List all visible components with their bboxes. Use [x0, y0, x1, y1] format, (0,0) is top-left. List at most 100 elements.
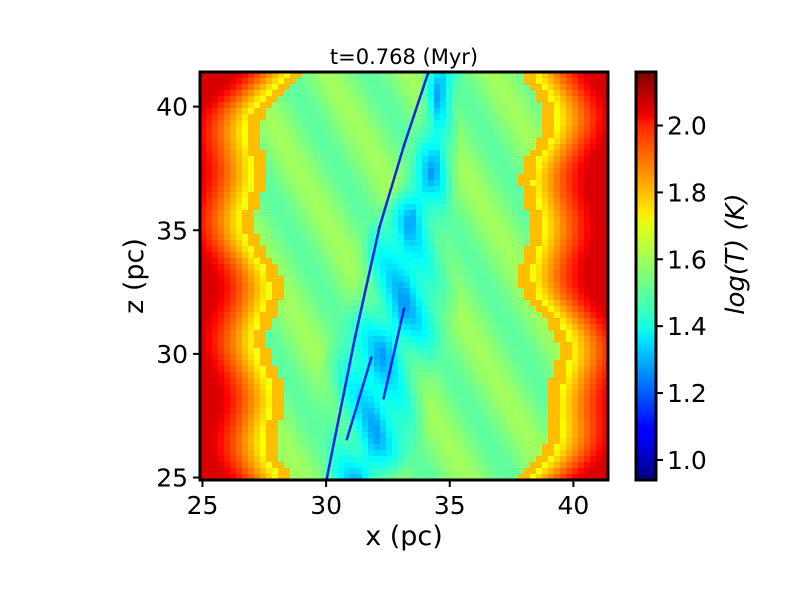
heatmap-cell — [224, 396, 231, 403]
heatmap-cell — [326, 420, 333, 427]
heatmap-cell — [410, 258, 417, 265]
heatmap-cell — [344, 150, 351, 157]
heatmap-cell — [260, 198, 267, 205]
heatmap-cell — [410, 234, 417, 241]
heatmap-cell — [524, 150, 531, 157]
heatmap-cell — [200, 234, 207, 241]
heatmap-cell — [416, 450, 423, 457]
heatmap-cell — [524, 156, 531, 163]
heatmap-cell — [422, 468, 429, 475]
heatmap-cell — [368, 252, 375, 259]
heatmap-cell — [260, 450, 267, 457]
heatmap-cell — [380, 174, 387, 181]
heatmap-cell — [548, 378, 555, 385]
heatmap-cell — [296, 456, 303, 463]
heatmap-cell — [272, 378, 279, 385]
heatmap-cell — [416, 210, 423, 217]
heatmap-cell — [434, 192, 441, 199]
x-tick-label: 40 — [557, 491, 589, 520]
heatmap-cell — [212, 336, 219, 343]
heatmap-cell — [428, 474, 435, 480]
heatmap-cell — [500, 276, 507, 283]
heatmap-cell — [524, 300, 531, 307]
heatmap-cell — [524, 438, 531, 445]
heatmap-cell — [572, 252, 579, 259]
heatmap-cell — [572, 408, 579, 415]
heatmap-cell — [446, 282, 453, 289]
heatmap-cell — [572, 390, 579, 397]
heatmap-cell — [512, 90, 519, 97]
heatmap-cell — [224, 288, 231, 295]
heatmap-cell — [584, 150, 591, 157]
heatmap-cell — [506, 432, 513, 439]
heatmap-cell — [434, 90, 441, 97]
heatmap-cell — [356, 192, 363, 199]
heatmap-cell — [446, 426, 453, 433]
heatmap-cell — [554, 294, 561, 301]
heatmap-cell — [482, 72, 489, 79]
heatmap-cell — [482, 366, 489, 373]
heatmap-cell — [386, 342, 393, 349]
heatmap-cell — [380, 192, 387, 199]
heatmap-cell — [332, 246, 339, 253]
heatmap-cell — [344, 144, 351, 151]
heatmap-cell — [302, 420, 309, 427]
heatmap-cell — [308, 456, 315, 463]
heatmap-cell — [380, 426, 387, 433]
heatmap-cell — [524, 432, 531, 439]
heatmap-cell — [302, 234, 309, 241]
heatmap-cell — [596, 216, 603, 223]
heatmap-cell — [452, 270, 459, 277]
heatmap-cell — [446, 270, 453, 277]
heatmap-cell — [380, 222, 387, 229]
heatmap-cell — [512, 276, 519, 283]
heatmap-cell — [212, 264, 219, 271]
heatmap-cell — [422, 390, 429, 397]
heatmap-cell — [488, 282, 495, 289]
heatmap-cell — [290, 276, 297, 283]
heatmap-cell — [206, 246, 213, 253]
heatmap-cell — [602, 366, 608, 373]
heatmap-cell — [482, 114, 489, 121]
heatmap-cell — [524, 216, 531, 223]
heatmap-cell — [482, 456, 489, 463]
heatmap-cell — [332, 180, 339, 187]
heatmap-cell — [464, 174, 471, 181]
heatmap-cell — [308, 306, 315, 313]
heatmap-cell — [224, 204, 231, 211]
heatmap-cell — [410, 198, 417, 205]
heatmap-cell — [542, 450, 549, 457]
heatmap-cell — [290, 372, 297, 379]
heatmap-cell — [518, 102, 525, 109]
heatmap-cell — [206, 414, 213, 421]
heatmap-cell — [518, 72, 525, 79]
heatmap-cell — [344, 72, 351, 79]
heatmap-cell — [494, 192, 501, 199]
heatmap-cell — [308, 162, 315, 169]
heatmap-cell — [530, 228, 537, 235]
heatmap-cell — [266, 90, 273, 97]
heatmap-cell — [374, 156, 381, 163]
heatmap-cell — [602, 372, 608, 379]
heatmap-cell — [350, 138, 357, 145]
heatmap-cell — [224, 144, 231, 151]
heatmap-cell — [344, 198, 351, 205]
heatmap-cell — [410, 210, 417, 217]
heatmap-cell — [356, 408, 363, 415]
heatmap-cell — [236, 204, 243, 211]
heatmap-cell — [206, 198, 213, 205]
heatmap-cell — [584, 102, 591, 109]
heatmap-cell — [290, 468, 297, 475]
heatmap-cell — [410, 276, 417, 283]
heatmap-cell — [392, 426, 399, 433]
heatmap-cell — [446, 384, 453, 391]
heatmap-cell — [578, 474, 585, 480]
heatmap-cell — [254, 462, 261, 469]
heatmap-cell — [464, 474, 471, 480]
heatmap-cell — [368, 396, 375, 403]
heatmap-cell — [500, 474, 507, 480]
x-tick-label: 35 — [434, 491, 466, 520]
heatmap-cell — [374, 390, 381, 397]
heatmap-cell — [320, 420, 327, 427]
heatmap-cell — [506, 222, 513, 229]
